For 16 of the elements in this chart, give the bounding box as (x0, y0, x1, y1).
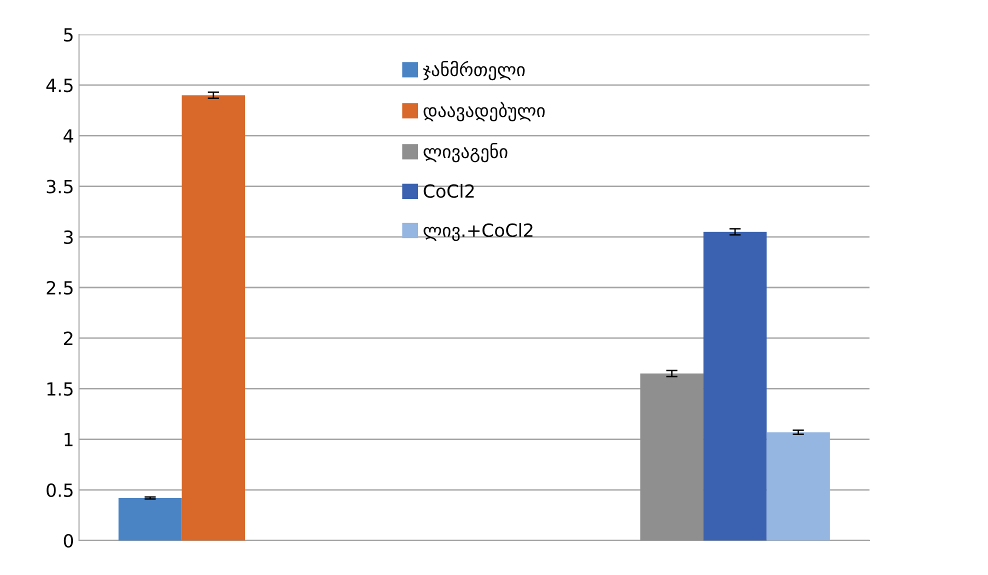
legend-label: ლივ.+CoCl2 (424, 223, 532, 242)
y-tick-label: 0 (64, 534, 73, 548)
y-tick-label: 2.5 (46, 280, 73, 295)
legend-label: დაავადებული (424, 102, 545, 122)
y-tick-label: 4.5 (46, 78, 73, 92)
y-tick-label: 4 (64, 129, 74, 143)
y-tick-label: 1.5 (47, 382, 73, 396)
y-tick-label: 3 (64, 230, 73, 244)
legend-label: ჯანმრთელი (422, 60, 525, 80)
y-tick-label: 2 (64, 332, 72, 345)
y-tick-label: 5 (64, 28, 73, 42)
y-tick-label: 0.5 (46, 483, 73, 498)
legend-label: CoCl2 (424, 184, 474, 198)
legend-label: ლივაგენი (424, 142, 508, 162)
y-tick-label: 1 (64, 432, 73, 446)
y-tick-label: 3.5 (46, 180, 73, 194)
